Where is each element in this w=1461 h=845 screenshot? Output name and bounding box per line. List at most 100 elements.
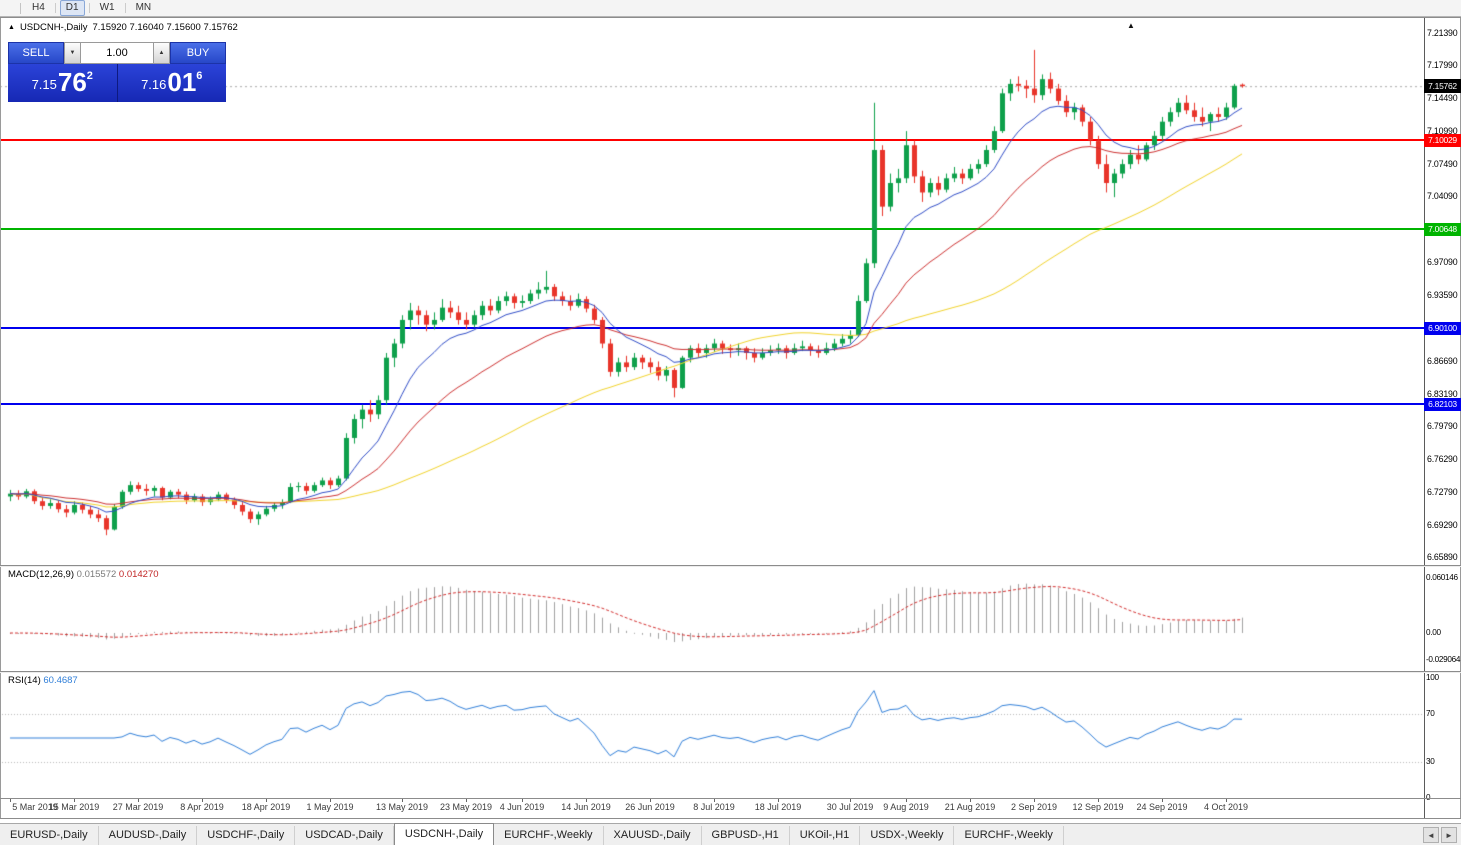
date-axis-tick bbox=[1098, 798, 1099, 802]
price-scale-label: 6.83190 bbox=[1427, 388, 1458, 399]
rsi-scale-label: 0 bbox=[1426, 793, 1431, 802]
price-scale-label: 6.69290 bbox=[1427, 519, 1458, 530]
date-axis-tick bbox=[402, 798, 403, 802]
level-price-tag: 6.82103 bbox=[1424, 397, 1461, 411]
chart-tab-xauusd-daily[interactable]: XAUUSD-,Daily bbox=[604, 826, 702, 845]
date-axis-label: 13 May 2019 bbox=[375, 802, 429, 812]
tab-scroll-right-button[interactable]: ► bbox=[1441, 827, 1457, 843]
price-scale-label: 7.14490 bbox=[1427, 93, 1458, 104]
tab-scroll-left-button[interactable]: ◄ bbox=[1423, 827, 1439, 843]
timeframe-button-d1[interactable]: D1 bbox=[59, 0, 85, 16]
volume-input[interactable] bbox=[81, 42, 153, 64]
level-price-tag: 7.10029 bbox=[1424, 134, 1461, 148]
chart-ohlc-values: 7.15920 7.16040 7.15600 7.15762 bbox=[92, 22, 238, 33]
date-axis-tick bbox=[266, 798, 267, 802]
date-axis-label: 15 Mar 2019 bbox=[48, 802, 100, 812]
date-axis-tick bbox=[714, 798, 715, 802]
window-left-border bbox=[0, 18, 1, 818]
toolbar-separator bbox=[88, 3, 90, 13]
date-axis-label: 12 Sep 2019 bbox=[1072, 802, 1124, 812]
date-axis-tick bbox=[522, 798, 523, 802]
buy-price-sup: 6 bbox=[196, 70, 203, 82]
price-scale-label: 6.86690 bbox=[1427, 355, 1458, 366]
date-axis-tick bbox=[1226, 798, 1227, 802]
toolbar-grip[interactable] bbox=[20, 3, 21, 14]
one-click-toggle-icon[interactable]: ▲ bbox=[8, 24, 15, 31]
price-scale-label: 7.07490 bbox=[1427, 159, 1458, 170]
volume-decrease-button[interactable]: ▼ bbox=[64, 42, 81, 64]
time-axis-separator bbox=[0, 798, 1461, 799]
one-click-order-row: SELL ▼ ▲ BUY bbox=[8, 42, 226, 64]
chart-tab-eurchf-weekly[interactable]: EURCHF-,Weekly bbox=[494, 826, 604, 845]
price-scale-label: 7.10990 bbox=[1427, 126, 1458, 137]
timeframe-button-mn[interactable]: MN bbox=[135, 2, 152, 13]
macd-signal-value: 0.014270 bbox=[118, 569, 159, 580]
sell-button[interactable]: SELL bbox=[8, 42, 64, 64]
price-scale-label: 7.21390 bbox=[1427, 28, 1458, 38]
date-axis-label: 14 Jun 2019 bbox=[561, 802, 611, 812]
date-axis-tick bbox=[850, 798, 851, 802]
rsi-panel-separator[interactable] bbox=[0, 671, 1461, 672]
top-toolbar: H4 D1 W1 MN bbox=[0, 0, 1461, 17]
chart-tab-audusd-daily[interactable]: AUDUSD-,Daily bbox=[99, 826, 198, 845]
date-axis-tick bbox=[10, 798, 11, 802]
buy-price-display[interactable]: 7.16 01 6 bbox=[117, 64, 226, 102]
chart-tabs: EURUSD-,Daily AUDUSD-,Daily USDCHF-,Daily U… bbox=[0, 823, 1064, 845]
chart-tab-usdx-weekly[interactable]: USDX-,Weekly bbox=[860, 826, 955, 845]
chart-tab-usdcnh-daily[interactable]: USDCNH-,Daily bbox=[393, 823, 495, 845]
level-price-tag: 7.00648 bbox=[1424, 222, 1461, 236]
date-axis-label: 18 Apr 2019 bbox=[241, 802, 291, 812]
date-axis-tick bbox=[1034, 798, 1035, 802]
chart-tab-usdcad-daily[interactable]: USDCAD-,Daily bbox=[295, 826, 394, 845]
toolbar-separator bbox=[54, 3, 56, 13]
date-axis-tick bbox=[1162, 798, 1163, 802]
chart-shift-marker-icon[interactable]: ▲ bbox=[1127, 21, 1135, 30]
chart-tab-ukoil-h1[interactable]: UKOil-,H1 bbox=[790, 826, 861, 845]
date-axis-label: 9 Aug 2019 bbox=[883, 802, 929, 812]
chart-tab-gbpusd-h1[interactable]: GBPUSD-,H1 bbox=[702, 826, 790, 845]
price-scale-label: 6.79790 bbox=[1427, 420, 1458, 431]
timeframe-button-w1[interactable]: W1 bbox=[99, 2, 115, 13]
toolbar-separator bbox=[124, 3, 126, 13]
date-axis-tick bbox=[906, 798, 907, 802]
price-scale-label: 7.04090 bbox=[1427, 191, 1458, 202]
date-axis-tick bbox=[138, 798, 139, 802]
date-axis-tick bbox=[202, 798, 203, 802]
rsi-scale-label: 30 bbox=[1426, 757, 1435, 766]
one-click-price-row: 7.15 76 2 7.16 01 6 bbox=[8, 64, 226, 102]
bottom-frame-border bbox=[0, 818, 1461, 819]
date-axis-label: 24 Sep 2019 bbox=[1136, 802, 1188, 812]
chart-tab-eurusd-daily[interactable]: EURUSD-,Daily bbox=[0, 826, 99, 845]
date-axis-label: 1 May 2019 bbox=[306, 802, 354, 812]
macd-panel-separator[interactable] bbox=[0, 565, 1461, 566]
date-axis-tick bbox=[74, 798, 75, 802]
rsi-header: RSI(14) 60.4687 bbox=[8, 675, 78, 686]
buy-price-small: 7.16 bbox=[141, 77, 167, 92]
rsi-name-label: RSI(14) bbox=[8, 675, 41, 686]
macd-scale-label: 0.060146 bbox=[1426, 573, 1458, 582]
macd-header: MACD(12,26,9) 0.015572 0.014270 bbox=[8, 569, 159, 580]
volume-increase-button[interactable]: ▲ bbox=[153, 42, 170, 64]
sell-price-small: 7.15 bbox=[31, 77, 57, 92]
price-scale-label: 7.17990 bbox=[1427, 60, 1458, 71]
price-scale-label: 6.65890 bbox=[1427, 552, 1458, 562]
rsi-scale-label: 100 bbox=[1426, 673, 1439, 682]
buy-price-big: 01 bbox=[167, 67, 197, 97]
chart-tab-usdchf-daily[interactable]: USDCHF-,Daily bbox=[197, 826, 296, 845]
macd-name-label: MACD(12,26,9) bbox=[8, 569, 74, 580]
date-axis-label: 23 May 2019 bbox=[439, 802, 493, 812]
price-scale-separator bbox=[1424, 18, 1425, 818]
sell-price-sup: 2 bbox=[86, 70, 93, 82]
timeframe-button-h4[interactable]: H4 bbox=[32, 2, 45, 13]
chart-tab-eurchf-weekly[interactable]: EURCHF-,Weekly bbox=[954, 826, 1064, 845]
date-axis-label: 2 Sep 2019 bbox=[1010, 802, 1058, 812]
level-price-tag: 6.90100 bbox=[1424, 322, 1461, 336]
date-axis-tick bbox=[970, 798, 971, 802]
date-axis-label: 4 Jun 2019 bbox=[499, 802, 545, 812]
buy-button[interactable]: BUY bbox=[170, 42, 226, 64]
sell-price-display[interactable]: 7.15 76 2 bbox=[8, 64, 118, 102]
chart-tab-bar: EURUSD-,Daily AUDUSD-,Daily USDCHF-,Daily U… bbox=[0, 823, 1461, 845]
date-axis-tick bbox=[778, 798, 779, 802]
